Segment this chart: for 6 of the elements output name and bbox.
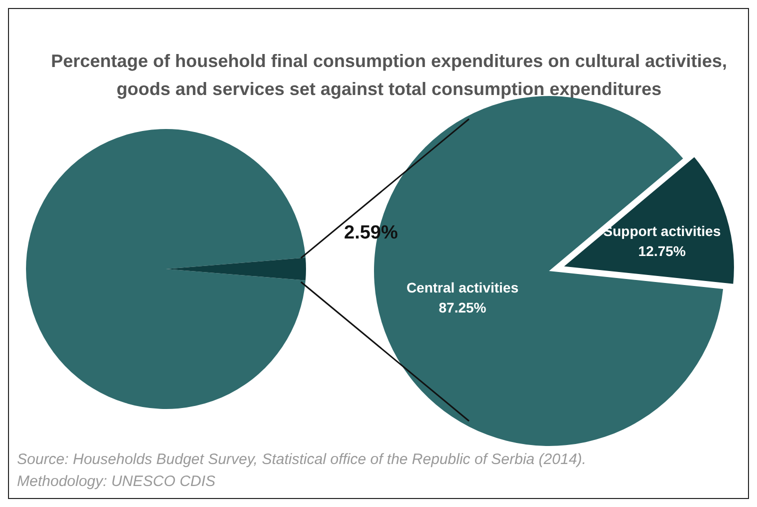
slice-label: Central activities: [406, 280, 519, 296]
source-note: Source: Households Budget Survey, Statistical office of the Republic of Serbia (2014).: [17, 451, 586, 468]
data-label: 12.75%: [638, 242, 686, 259]
chart-title: Percentage of household final consumption expenditures on cultural activities, goods and services set against total consumption expenditures: [50, 50, 728, 101]
data-label: 87.25%: [438, 300, 487, 316]
text: Methodology: UNESCO CDIS: [17, 473, 216, 490]
